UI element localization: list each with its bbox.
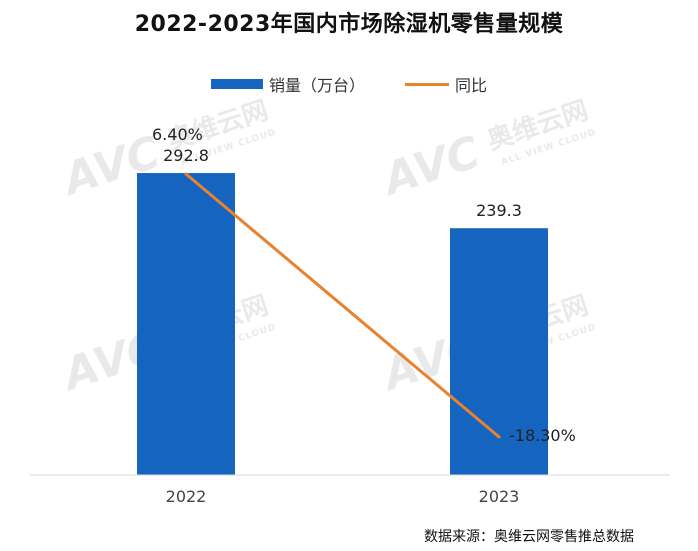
watermark-logo: AVC <box>375 127 486 207</box>
x-tick-2022: 2022 <box>166 487 207 506</box>
bar-2023 <box>450 228 548 475</box>
yoy-point-2022 <box>184 172 188 176</box>
legend-swatch-line <box>405 82 449 86</box>
yoy-label-2023: -18.30% <box>509 426 576 445</box>
legend: 销量（万台） 同比 <box>0 72 698 96</box>
legend-item-sales: 销量（万台） <box>210 72 365 96</box>
legend-item-yoy: 同比 <box>405 72 487 96</box>
bar-2022 <box>137 173 235 476</box>
yoy-line-series <box>184 172 501 439</box>
chart-title: 2022-2023年国内市场除湿机零售量规模 <box>134 12 564 37</box>
bar-label-2022: 292.8 <box>163 146 209 165</box>
x-tick-2023: 2023 <box>479 487 520 506</box>
x-tick-labels: 2022 2023 <box>166 487 520 506</box>
legend-label-yoy: 同比 <box>455 76 488 95</box>
source-note: 数据来源：奥维云网零售推总数据 <box>424 529 634 545</box>
yoy-point-2023 <box>497 435 501 439</box>
yoy-line <box>184 172 501 439</box>
bar-label-2023: 239.3 <box>476 201 522 220</box>
yoy-label-2022: 6.40% <box>152 125 203 144</box>
legend-label-sales: 销量（万台） <box>268 76 365 95</box>
bars <box>137 173 548 476</box>
data-labels: 292.8 239.3 6.40% -18.30% <box>152 125 576 445</box>
legend-swatch-bar <box>210 79 263 89</box>
